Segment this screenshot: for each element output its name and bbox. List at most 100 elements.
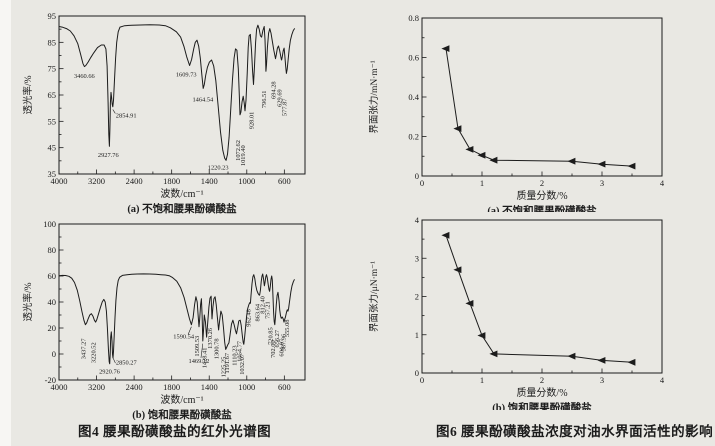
svg-text:0: 0 bbox=[420, 178, 424, 188]
svg-text:1609.73: 1609.73 bbox=[176, 72, 197, 79]
ift-a-y-axis-title: 界面张力/mN·m⁻¹ bbox=[368, 60, 380, 133]
ir-a-canvas: 35 45 55 65 75 85 95 4000 3200 2400 1800 1400 1000 60… bbox=[22, 11, 306, 215]
svg-text:4000: 4000 bbox=[51, 382, 68, 392]
interfacial-tension-chart-unsaturated: 0 0.2 0.4 0.6 0.8 0 1 2 3 4 质量分数/% (a) 不饱和腰果酚磺酸盐 界面张… bbox=[356, 6, 710, 217]
svg-text:3460.66: 3460.66 bbox=[74, 73, 95, 80]
svg-text:2850.27: 2850.27 bbox=[116, 359, 138, 366]
svg-text:4: 4 bbox=[660, 178, 665, 188]
svg-text:0.6: 0.6 bbox=[408, 53, 419, 63]
svg-text:45: 45 bbox=[48, 143, 57, 153]
svg-text:85: 85 bbox=[48, 37, 57, 47]
page-left-margin bbox=[0, 0, 11, 446]
ir-b-subcaption: (b) 饱和腰果酚磺酸盐 bbox=[132, 408, 232, 420]
svg-text:80: 80 bbox=[48, 245, 57, 255]
ir-a-tick-labels: 35 45 55 65 75 85 95 4000 3200 2400 1800 1400 1000 60… bbox=[48, 11, 291, 186]
ir-b-x-axis-title: 波数/cm⁻¹ bbox=[160, 393, 203, 406]
svg-text:0.8: 0.8 bbox=[408, 13, 419, 23]
svg-text:3: 3 bbox=[600, 178, 604, 188]
ift-b-tick-labels: 0 1 2 3 4 0 1 2 3 4 bbox=[415, 215, 665, 385]
svg-text:1800: 1800 bbox=[163, 382, 180, 392]
svg-text:694.28: 694.28 bbox=[271, 81, 278, 99]
svg-text:600: 600 bbox=[278, 382, 291, 392]
svg-text:1: 1 bbox=[480, 375, 484, 385]
svg-text:1300.78: 1300.78 bbox=[214, 338, 221, 359]
ift-a-data-line bbox=[445, 48, 633, 167]
svg-text:4: 4 bbox=[415, 215, 420, 225]
ir-b-y-axis-title: 透光率/% bbox=[22, 282, 34, 321]
svg-text:812.40: 812.40 bbox=[259, 296, 266, 314]
svg-text:629.69: 629.69 bbox=[277, 89, 284, 107]
svg-text:0: 0 bbox=[52, 349, 56, 359]
ift-b-data-line bbox=[445, 235, 633, 363]
ir-a-subcaption: (a) 不饱和腰果酚磺酸盐 bbox=[127, 202, 237, 214]
svg-text:863.64: 863.64 bbox=[255, 303, 262, 321]
svg-text:1000: 1000 bbox=[238, 382, 255, 392]
svg-text:2: 2 bbox=[540, 375, 544, 385]
svg-text:2927.76: 2927.76 bbox=[98, 152, 119, 159]
svg-text:0: 0 bbox=[415, 368, 419, 378]
svg-text:35: 35 bbox=[48, 169, 57, 179]
ift-b-y-axis-title: 界面张力/μN·m⁻¹ bbox=[368, 261, 380, 332]
svg-text:1054.77: 1054.77 bbox=[237, 340, 244, 362]
svg-text:75: 75 bbox=[48, 64, 57, 74]
svg-text:656.27: 656.27 bbox=[274, 329, 281, 347]
svg-text:962.48: 962.48 bbox=[245, 309, 252, 327]
svg-text:60: 60 bbox=[48, 271, 57, 281]
svg-text:1072.62: 1072.62 bbox=[235, 140, 242, 161]
svg-text:1032.07: 1032.07 bbox=[239, 353, 246, 375]
svg-text:1000: 1000 bbox=[238, 176, 255, 186]
svg-text:3437.27: 3437.27 bbox=[80, 338, 87, 360]
svg-text:0: 0 bbox=[415, 171, 419, 181]
svg-text:4: 4 bbox=[660, 375, 665, 385]
ift-b-x-axis-title: 质量分数/% bbox=[516, 386, 567, 399]
ir-a-ticks bbox=[58, 15, 285, 175]
ift-b-ticks bbox=[421, 219, 663, 374]
svg-text:1469.12: 1469.12 bbox=[189, 358, 210, 365]
ir-b-tick-labels: -20 0 20 40 60 80 100 4000 3200 2400 1800 1400 1000 6… bbox=[43, 219, 290, 392]
svg-text:2400: 2400 bbox=[126, 382, 143, 392]
svg-text:1: 1 bbox=[480, 178, 484, 188]
svg-text:1428.41: 1428.41 bbox=[202, 348, 209, 369]
ift-a-ticks bbox=[421, 17, 663, 177]
ir-a-peak-labels: 3460.66 2927.76 2854.91 1609.73 1464.54 1220.… bbox=[74, 72, 289, 172]
svg-text:0.2: 0.2 bbox=[408, 132, 419, 142]
svg-text:0: 0 bbox=[420, 375, 424, 385]
ift-a-x-axis-title: 质量分数/% bbox=[516, 189, 567, 202]
svg-text:2920.76: 2920.76 bbox=[99, 369, 120, 376]
ift-b-subcaption: (b) 饱和腰果酚磺酸盐 bbox=[492, 401, 592, 410]
ift-b-canvas: 0 1 2 3 4 0 1 2 3 4 质量分数/% (b) 饱和腰果酚磺酸盐 界面张力/μN·m⁻¹ bbox=[368, 215, 665, 414]
svg-text:1509.53: 1509.53 bbox=[194, 336, 201, 357]
svg-text:796.51: 796.51 bbox=[261, 91, 268, 109]
svg-text:4000: 4000 bbox=[51, 176, 68, 186]
ir-a-y-axis-title: 透光率/% bbox=[22, 75, 34, 114]
ir-spectrum-chart-unsaturated: 35 45 55 65 75 85 95 4000 3200 2400 1800 1400 1000 60… bbox=[22, 6, 356, 219]
svg-text:3200: 3200 bbox=[88, 382, 105, 392]
ift-a-axes bbox=[421, 17, 663, 177]
svg-text:577.87: 577.87 bbox=[282, 98, 289, 116]
interfacial-tension-chart-saturated: 0 1 2 3 4 0 1 2 3 4 质量分数/% (b) 饱和腰果酚磺酸盐 界面张力/μN·m⁻¹ bbox=[356, 210, 710, 415]
svg-text:3220.52: 3220.52 bbox=[91, 342, 98, 363]
svg-text:928.01: 928.01 bbox=[249, 112, 256, 130]
ir-b-canvas: -20 0 20 40 60 80 100 4000 3200 2400 1800 1400 1000 6… bbox=[22, 219, 306, 421]
svg-text:1590.54: 1590.54 bbox=[173, 333, 195, 340]
svg-text:1225.25: 1225.25 bbox=[220, 357, 227, 378]
svg-text:100: 100 bbox=[43, 219, 56, 229]
svg-text:604.07: 604.07 bbox=[279, 338, 286, 356]
svg-text:2400: 2400 bbox=[126, 176, 143, 186]
svg-text:1800: 1800 bbox=[163, 176, 180, 186]
ir-b-ticks bbox=[58, 223, 285, 381]
svg-text:1400: 1400 bbox=[201, 176, 218, 186]
svg-text:1400: 1400 bbox=[201, 382, 218, 392]
svg-text:3200: 3200 bbox=[88, 176, 105, 186]
svg-text:702.00: 702.00 bbox=[270, 340, 277, 358]
svg-text:55: 55 bbox=[48, 116, 57, 126]
svg-text:95: 95 bbox=[48, 11, 57, 21]
ir-b-spectrum-curve bbox=[58, 273, 295, 365]
svg-text:-20: -20 bbox=[45, 375, 56, 385]
svg-text:2: 2 bbox=[415, 292, 419, 302]
svg-text:1464.54: 1464.54 bbox=[192, 97, 214, 104]
figure6-caption: 图6 腰果酚磺酸盐浓度对油水界面活性的影响 bbox=[436, 424, 714, 439]
svg-text:587.96: 587.96 bbox=[280, 334, 287, 352]
